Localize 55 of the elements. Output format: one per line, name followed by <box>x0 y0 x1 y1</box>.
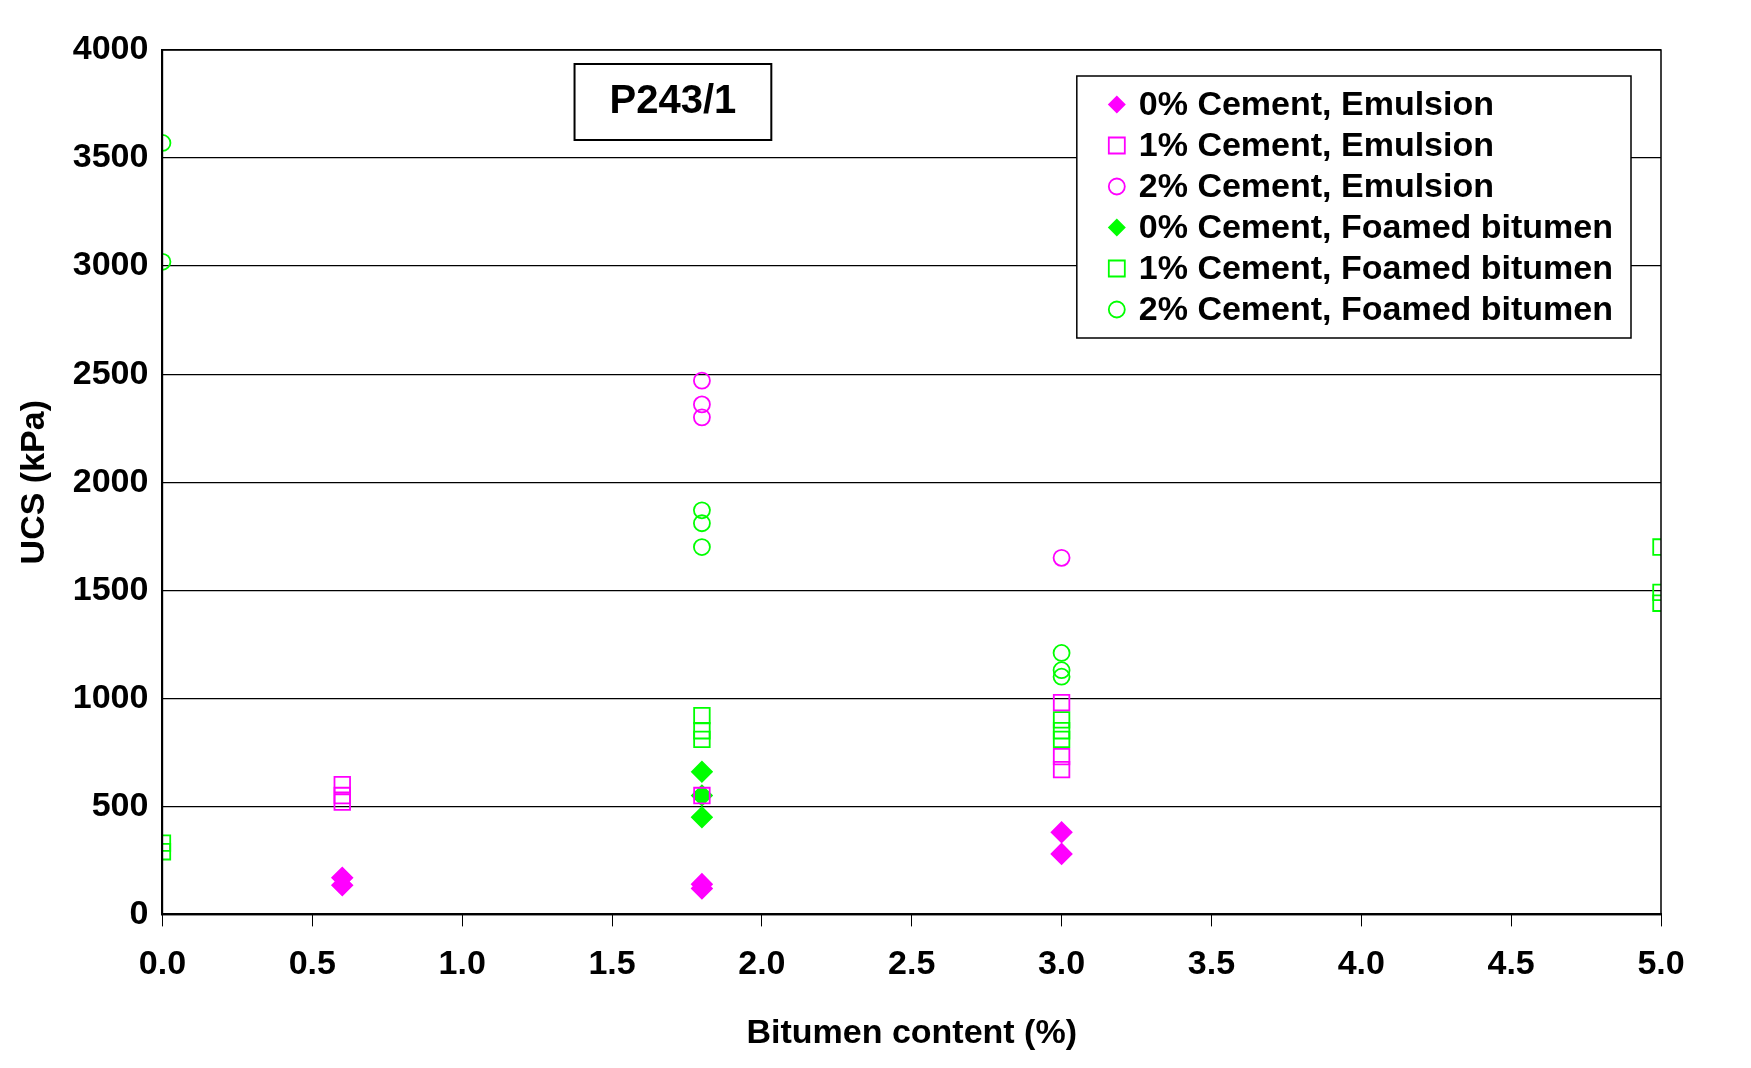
point <box>1052 760 1071 779</box>
x-tick-label: 1.5 <box>588 943 636 982</box>
point <box>693 538 711 556</box>
point <box>1052 730 1071 749</box>
point <box>693 408 711 427</box>
y-tick-label: 0 <box>129 892 149 931</box>
y-axis-title: UCS (kPa) <box>12 400 51 565</box>
point <box>693 514 711 533</box>
point <box>693 706 711 725</box>
point <box>333 776 351 794</box>
point <box>693 501 711 520</box>
point <box>333 786 351 805</box>
point <box>1052 711 1071 729</box>
legend-label: 0% Cement, Emulsion <box>1138 83 1495 122</box>
point <box>1052 548 1071 567</box>
x-tick-label: 0.5 <box>288 943 336 982</box>
x-tick-label: 1.0 <box>438 943 486 982</box>
y-tick-label: 4000 <box>72 28 149 67</box>
y-tick-label: 3000 <box>72 244 149 283</box>
x-tick-label: 5.0 <box>1637 943 1685 982</box>
y-tick-label: 2500 <box>72 352 149 391</box>
point <box>1052 693 1071 712</box>
point <box>693 722 711 740</box>
y-tick-label: 1000 <box>72 676 149 715</box>
y-tick-label: 3500 <box>72 136 149 175</box>
legend-label: 1% Cement, Emulsion <box>1138 124 1495 163</box>
point <box>1050 842 1073 865</box>
point <box>693 395 711 414</box>
y-tick-label: 500 <box>91 784 149 823</box>
point <box>691 760 713 783</box>
x-axis-title: Bitumen content (%) <box>746 1011 1077 1050</box>
point <box>693 730 711 749</box>
point <box>1052 667 1071 686</box>
point <box>1052 722 1071 740</box>
y-tick-label: 1500 <box>72 568 149 607</box>
x-tick-label: 2.0 <box>738 943 786 982</box>
legend-label: 2% Cement, Emulsion <box>1138 165 1495 204</box>
point <box>1050 821 1073 844</box>
legend-label: 0% Cement, Foamed bitumen <box>1138 206 1614 245</box>
x-tick-label: 3.5 <box>1187 943 1236 982</box>
x-tick-label: 4.0 <box>1337 943 1385 982</box>
point <box>1052 644 1071 662</box>
point <box>333 793 351 811</box>
text: P243/1 <box>609 77 737 122</box>
legend-label: 1% Cement, Foamed bitumen <box>1138 247 1614 286</box>
point <box>1052 747 1071 766</box>
y-tick-label: 2000 <box>72 460 149 499</box>
legend-label: 2% Cement, Foamed bitumen <box>1138 288 1614 327</box>
point <box>1052 661 1071 680</box>
point <box>693 371 711 390</box>
x-tick-label: 4.5 <box>1487 943 1535 982</box>
point <box>691 806 713 829</box>
x-tick-label: 2.5 <box>888 943 936 982</box>
x-tick-label: 0.0 <box>138 943 187 982</box>
x-tick-label: 3.0 <box>1037 943 1086 982</box>
